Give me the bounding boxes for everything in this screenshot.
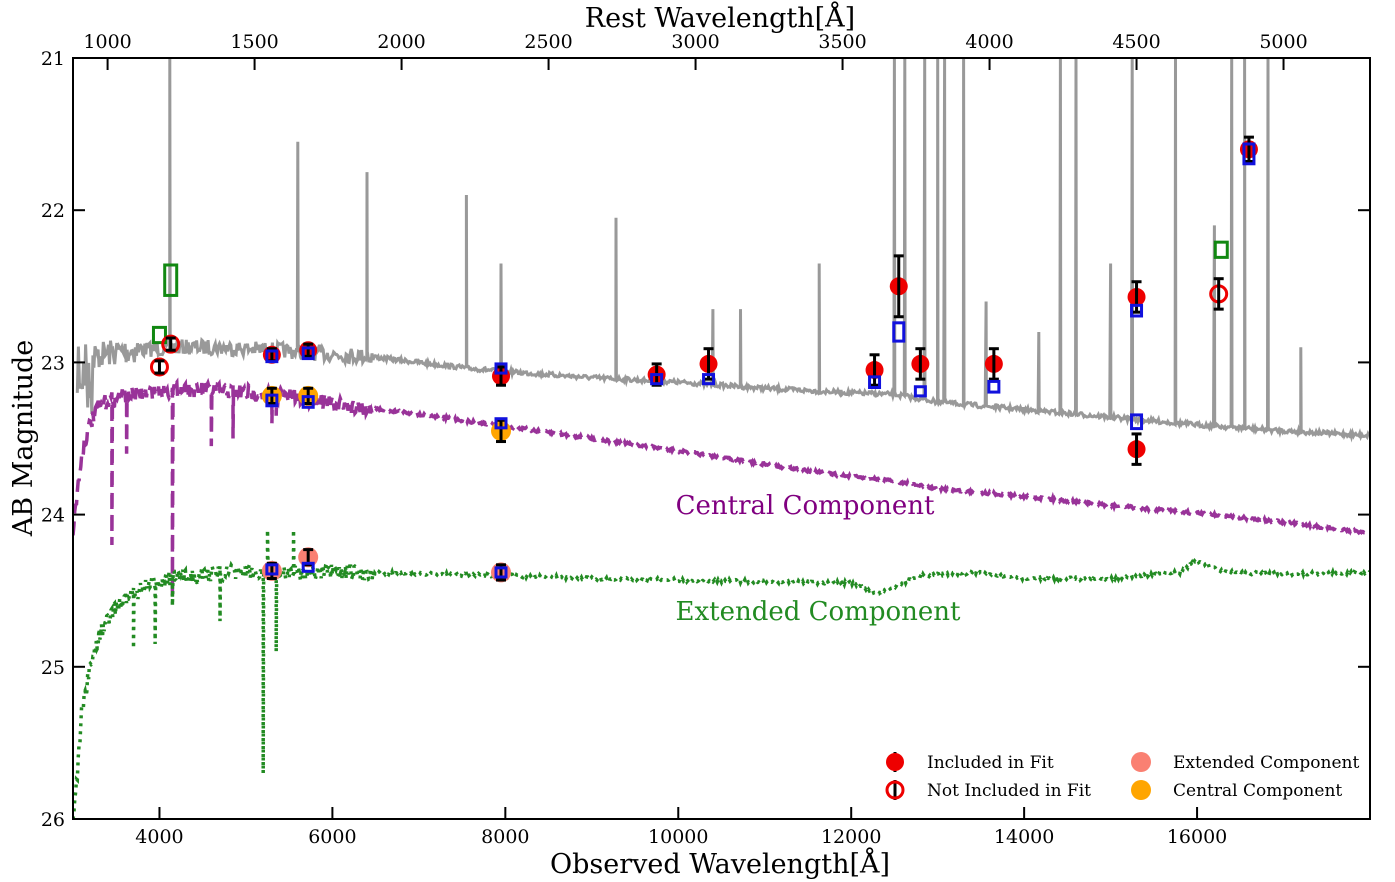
model-blue-box: [494, 417, 508, 430]
legend-label-not-included: Not Included in Fit: [927, 781, 1091, 801]
model-blue-box: [301, 395, 315, 409]
central-component-label: Central Component: [676, 491, 935, 521]
y-tick-label: 26: [41, 809, 65, 831]
top-tick-label: 1000: [83, 31, 131, 53]
top-tick-label: 4500: [1112, 31, 1160, 53]
y-tick-label: 21: [41, 48, 65, 70]
legend-label-extended: Extended Component: [1173, 753, 1360, 773]
spectrum-line: [75, 58, 1370, 443]
top-tick-label: 5000: [1259, 31, 1307, 53]
top-tick-label: 3000: [671, 31, 719, 53]
legend-marker-central: [1131, 780, 1151, 800]
legend-marker-extended: [1131, 752, 1151, 772]
model-blue-box: [494, 362, 508, 375]
model-blue-box: [1242, 142, 1256, 166]
plot-frame: [72, 57, 1371, 820]
model-blue-box: [913, 385, 927, 398]
x-tick-label: 12000: [821, 826, 881, 848]
legend-entry-included: Included in Fit: [886, 752, 1054, 773]
legend-entry-not-included: Not Included in Fit: [885, 780, 1091, 801]
legend-entry-central: Central Component: [1131, 780, 1342, 801]
legend-marker-not-included: [885, 780, 905, 800]
model-blue-box: [265, 393, 279, 408]
model-blue-box: [1130, 303, 1144, 318]
model-blue-box: [987, 379, 1001, 394]
top-tick-label: 4000: [965, 31, 1013, 53]
model-green-box: [151, 325, 167, 345]
top-tick-label: 2500: [524, 31, 572, 53]
model-blue-box: [650, 373, 664, 386]
model-blue-box: [301, 561, 315, 573]
legend: Included in Fit Not Included in Fit Exte…: [885, 752, 1360, 801]
x-tick-label: 10000: [648, 826, 708, 848]
top-tick-label: 1500: [230, 31, 278, 53]
y-tick-label: 23: [41, 352, 65, 374]
model-blue-box: [1130, 413, 1144, 431]
legend-entry-extended: Extended Component: [1131, 752, 1360, 773]
x-tick-label: 4000: [135, 826, 183, 848]
x-axis-title: Observed Wavelength[Å]: [550, 847, 890, 880]
model-green-box: [1213, 240, 1229, 259]
model-blue-box: [301, 346, 315, 361]
y-axis-title: AB Magnitude: [8, 340, 39, 537]
not-included-in-fit-point: [161, 334, 181, 354]
y-tick-label: 25: [41, 657, 65, 679]
model-blue-box: [494, 566, 508, 579]
legend-marker-included: [886, 753, 904, 771]
axes: 4000 6000 8000 10000 12000 14000 16000 1000 1500…: [41, 31, 1370, 848]
model-blue-box: [265, 563, 279, 576]
extended-component-label: Extended Component: [676, 597, 962, 627]
x-tick-label: 8000: [481, 826, 529, 848]
not-included-in-fit-point: [149, 357, 169, 377]
legend-label-central: Central Component: [1173, 781, 1342, 801]
top-axis-title: Rest Wavelength[Å]: [585, 1, 855, 34]
top-tick-label: 2000: [377, 31, 425, 53]
model-blue-box: [265, 349, 279, 364]
x-tick-label: 16000: [1167, 826, 1227, 848]
y-tick-label: 22: [41, 200, 65, 222]
top-tick-label: 3500: [818, 31, 866, 53]
plot-area: [73, 58, 1370, 819]
model-green-box: [163, 263, 179, 297]
legend-label-included: Included in Fit: [927, 753, 1054, 773]
x-tick-label: 14000: [994, 826, 1054, 848]
model-blue-box: [702, 373, 716, 386]
model-blue-box: [868, 375, 882, 390]
x-tick-label: 6000: [308, 826, 356, 848]
y-tick-label: 24: [41, 505, 65, 527]
model-blue-box: [892, 321, 906, 343]
